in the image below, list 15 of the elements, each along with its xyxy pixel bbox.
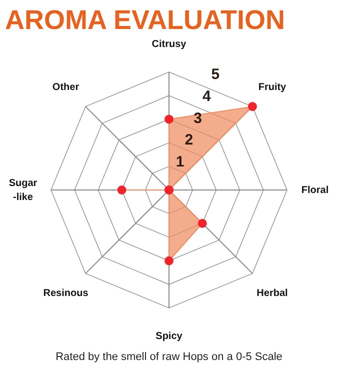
- spoke-label: Floral: [301, 184, 329, 196]
- text: Rated by the smell of raw Hops on a 0-5 Scale: [56, 351, 282, 363]
- chart-title: AROMA EVALUATION: [5, 5, 285, 35]
- spoke-label: Spicy: [156, 330, 183, 342]
- y-tick-label: 4: [202, 88, 212, 105]
- y-tick-label: 2: [184, 132, 194, 149]
- spoke-label: Fruity: [258, 81, 287, 92]
- spoke-label: Resinous: [43, 288, 89, 299]
- spoke-label: Herbal: [256, 288, 288, 299]
- spoke-label: Other: [52, 81, 80, 92]
- spoke-label: Citrusy: [152, 38, 187, 50]
- spoke-label: Sugar -like: [8, 178, 38, 203]
- y-tick-label: 3: [194, 110, 202, 127]
- y-tick-label: 1: [176, 154, 184, 171]
- y-tick-label: 5: [211, 66, 220, 83]
